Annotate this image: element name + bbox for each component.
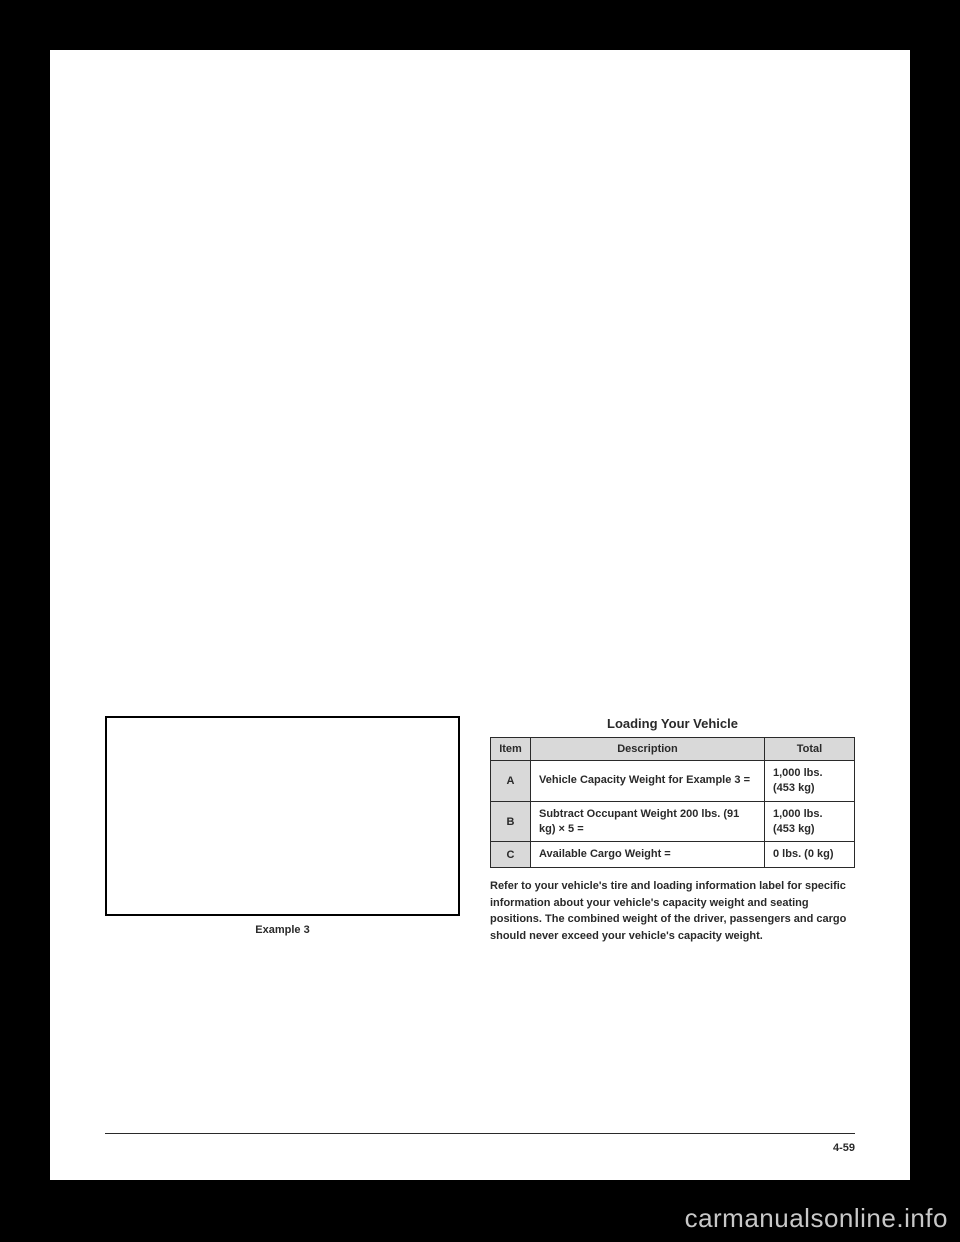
loading-table: Item Description Total A Vehicle Capacit… bbox=[490, 737, 855, 868]
table-row: C Available Cargo Weight = 0 lbs. (0 kg) bbox=[491, 842, 855, 868]
table-row: B Subtract Occupant Weight 200 lbs. (91 … bbox=[491, 801, 855, 842]
header-description: Description bbox=[531, 738, 765, 761]
footer-divider bbox=[105, 1133, 855, 1134]
table-title: Loading Your Vehicle bbox=[490, 716, 855, 731]
cell-desc: Available Cargo Weight = bbox=[531, 842, 765, 868]
cell-total: 1,000 lbs. (453 kg) bbox=[765, 801, 855, 842]
page-number: 4-59 bbox=[833, 1142, 855, 1154]
header-total: Total bbox=[765, 738, 855, 761]
manual-page: Example 3 Loading Your Vehicle Item Desc… bbox=[50, 50, 910, 1180]
cell-total: 0 lbs. (0 kg) bbox=[765, 842, 855, 868]
figure-caption: Example 3 bbox=[105, 924, 460, 936]
table-header-row: Item Description Total bbox=[491, 738, 855, 761]
cell-desc: Vehicle Capacity Weight for Example 3 = bbox=[531, 761, 765, 802]
cell-item: C bbox=[491, 842, 531, 868]
diagram-placeholder bbox=[105, 716, 460, 916]
cell-item: A bbox=[491, 761, 531, 802]
left-column: Example 3 bbox=[105, 716, 460, 944]
cell-item: B bbox=[491, 801, 531, 842]
watermark-text: carmanualsonline.info bbox=[685, 1203, 948, 1234]
content-area: Example 3 Loading Your Vehicle Item Desc… bbox=[105, 716, 855, 944]
cell-total: 1,000 lbs. (453 kg) bbox=[765, 761, 855, 802]
right-column: Loading Your Vehicle Item Description To… bbox=[490, 716, 855, 944]
table-row: A Vehicle Capacity Weight for Example 3 … bbox=[491, 761, 855, 802]
body-paragraph: Refer to your vehicle's tire and loading… bbox=[490, 878, 855, 944]
cell-desc: Subtract Occupant Weight 200 lbs. (91 kg… bbox=[531, 801, 765, 842]
header-item: Item bbox=[491, 738, 531, 761]
